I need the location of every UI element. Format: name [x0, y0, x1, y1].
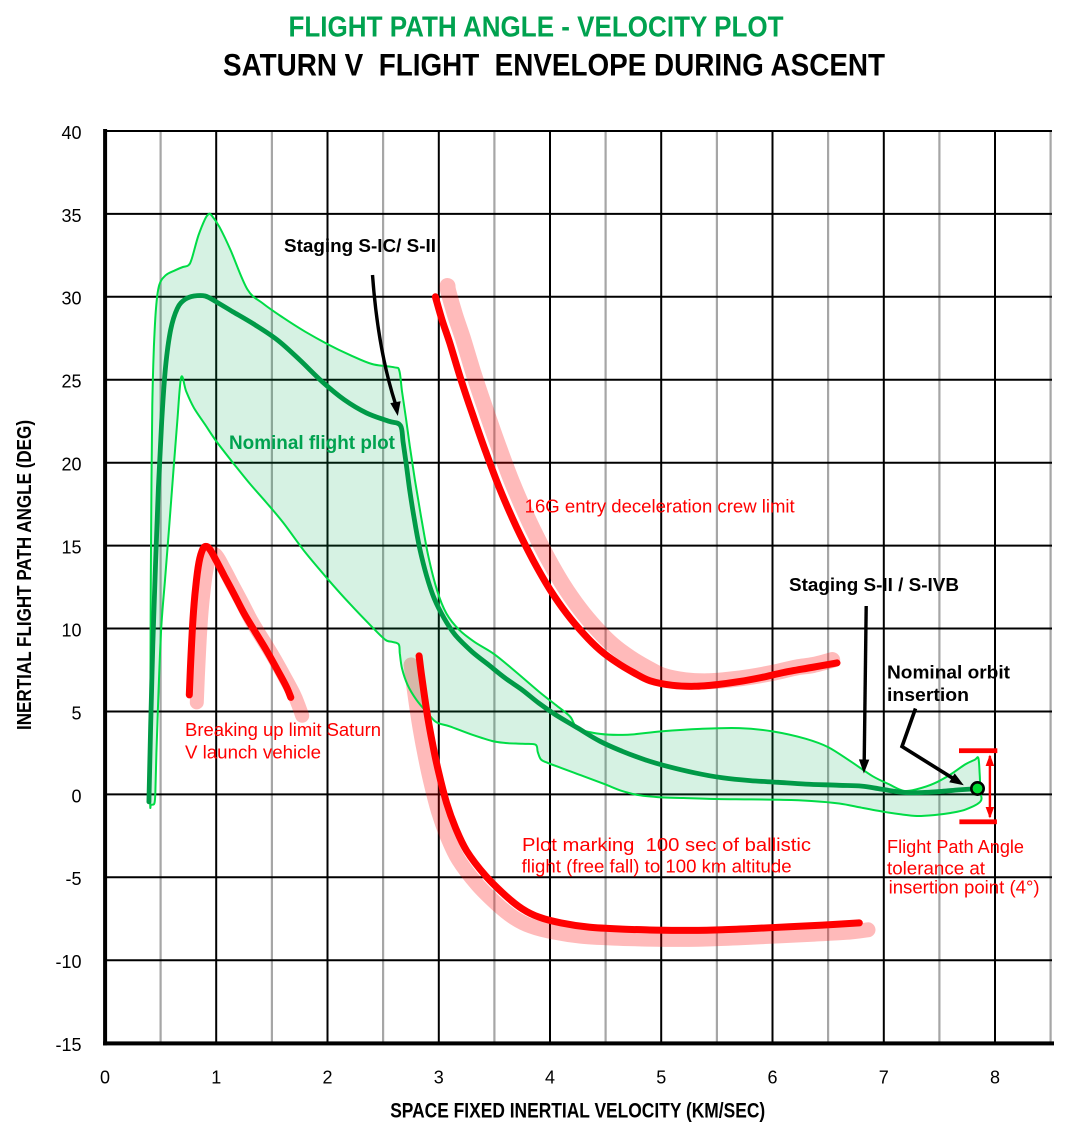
svg-text:5: 5	[656, 1067, 666, 1087]
svg-text:Plot marking 100 sec of balli: Plot marking 100 sec of ballistic	[522, 835, 811, 855]
svg-text:Staging S-II / S-IVB: Staging S-II / S-IVB	[789, 575, 959, 595]
svg-text:1: 1	[211, 1067, 221, 1087]
svg-text:0: 0	[100, 1067, 110, 1087]
svg-text:Nominal flight plot: Nominal flight plot	[229, 433, 396, 454]
svg-text:3: 3	[434, 1067, 444, 1087]
svg-text:SPACE FIXED INERTIAL VELOCITY: SPACE FIXED INERTIAL VELOCITY (KM/SEC)	[390, 1100, 765, 1123]
svg-text:SATURN V FLIGHT ENVELOPE DUR: SATURN V FLIGHT ENVELOPE DURING ASCENT	[223, 48, 885, 83]
svg-text:10: 10	[61, 620, 81, 640]
svg-text:insertion point (4°): insertion point (4°)	[889, 878, 1040, 898]
svg-text:Staging S-IC/ S-II: Staging S-IC/ S-II	[284, 236, 436, 256]
svg-text:flight (free fall) to 100 km a: flight (free fall) to 100 km altitude	[522, 857, 792, 877]
svg-text:5: 5	[71, 703, 81, 723]
svg-text:35: 35	[61, 206, 81, 226]
svg-text:0: 0	[71, 786, 81, 806]
svg-text:6: 6	[767, 1067, 777, 1087]
svg-text:FLIGHT PATH ANGLE - VELOCITY P: FLIGHT PATH ANGLE - VELOCITY PLOT	[289, 12, 784, 44]
svg-text:16G entry deceleration crew li: 16G entry deceleration crew limit	[525, 497, 795, 517]
svg-text:insertion: insertion	[887, 685, 969, 705]
svg-text:30: 30	[61, 289, 81, 309]
svg-text:20: 20	[61, 455, 81, 475]
svg-text:7: 7	[879, 1067, 889, 1087]
svg-text:40: 40	[61, 123, 81, 143]
svg-text:15: 15	[61, 538, 81, 558]
svg-text:INERTIAL FLIGHT PATH ANGLE (DE: INERTIAL FLIGHT PATH ANGLE (DEG)	[14, 420, 36, 730]
svg-text:2: 2	[322, 1067, 332, 1087]
svg-text:8: 8	[990, 1067, 1000, 1087]
svg-text:25: 25	[61, 372, 81, 392]
svg-text:4: 4	[545, 1067, 555, 1087]
svg-text:Flight Path Angle: Flight Path Angle	[887, 837, 1024, 857]
svg-text:Nominal orbit: Nominal orbit	[887, 663, 1010, 683]
svg-text:Breaking up limit Saturn: Breaking up limit Saturn	[185, 720, 381, 740]
svg-text:-10: -10	[55, 952, 81, 972]
svg-text:V launch vehicle: V launch vehicle	[185, 743, 321, 763]
svg-text:-5: -5	[65, 869, 81, 889]
svg-text:-15: -15	[55, 1035, 81, 1055]
svg-text:tolerance at: tolerance at	[887, 859, 985, 879]
